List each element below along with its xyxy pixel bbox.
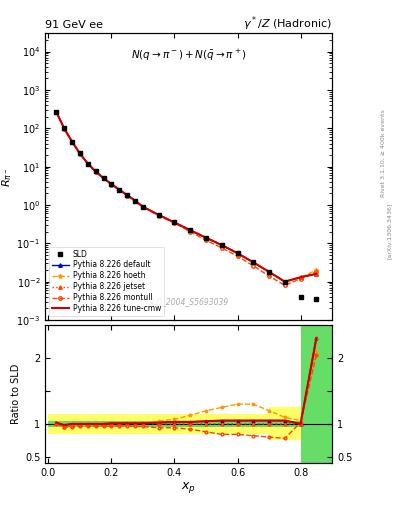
Y-axis label: $R_{\pi^-}$: $R_{\pi^-}$ — [0, 167, 14, 186]
Text: $N(q\to\pi^-)+N(\bar{q}\to\pi^+)$: $N(q\to\pi^-)+N(\bar{q}\to\pi^+)$ — [130, 48, 247, 62]
Text: SLD_2004_S5693039: SLD_2004_S5693039 — [148, 296, 229, 306]
Text: 91 GeV ee: 91 GeV ee — [45, 20, 103, 30]
X-axis label: $x_p$: $x_p$ — [181, 480, 196, 495]
Legend: SLD, Pythia 8.226 default, Pythia 8.226 hoeth, Pythia 8.226 jetset, Pythia 8.226: SLD, Pythia 8.226 default, Pythia 8.226 … — [49, 246, 164, 316]
Text: $\gamma^*/Z$ (Hadronic): $\gamma^*/Z$ (Hadronic) — [243, 15, 332, 33]
Text: Rivet 3.1.10, ≥ 400k events: Rivet 3.1.10, ≥ 400k events — [381, 110, 386, 198]
Y-axis label: Ratio to SLD: Ratio to SLD — [11, 364, 21, 424]
Text: [arXiv:1306.3436]: [arXiv:1306.3436] — [387, 202, 391, 259]
